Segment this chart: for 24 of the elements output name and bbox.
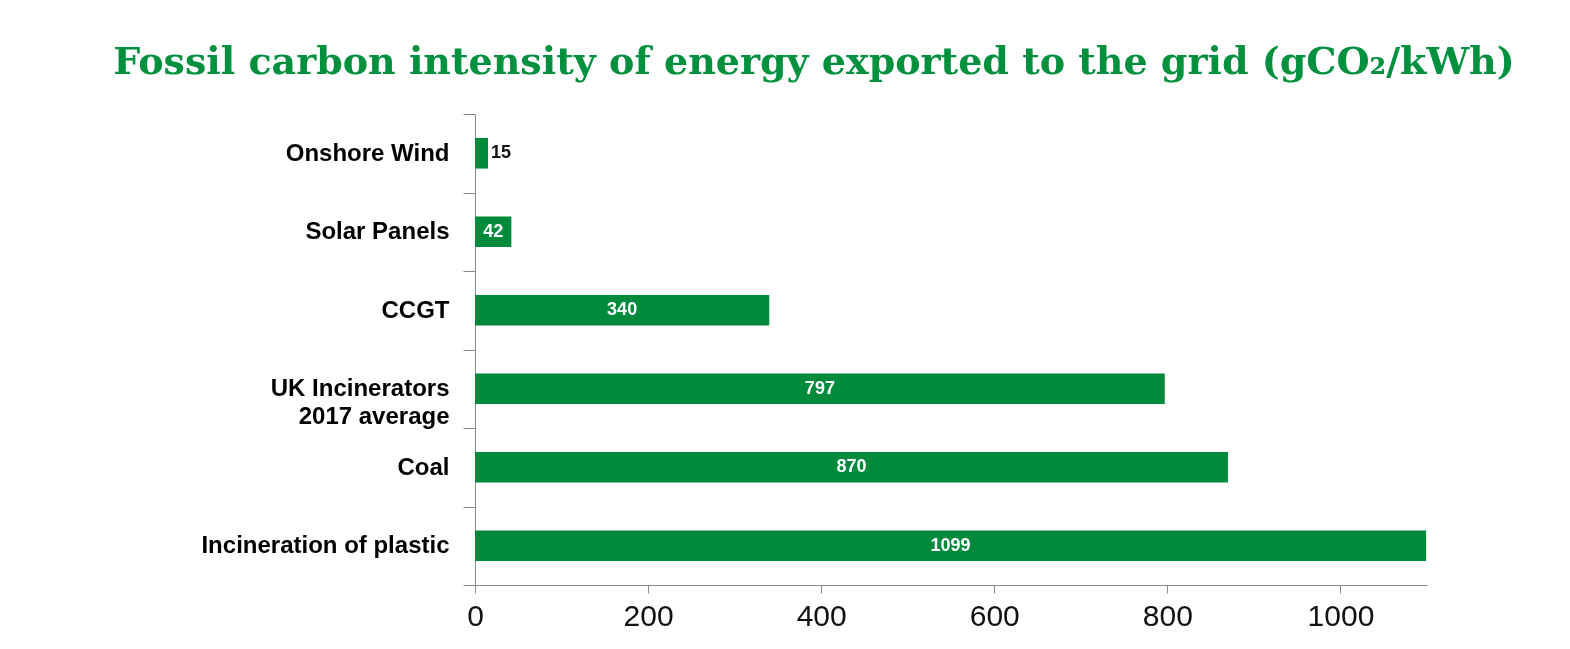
y-tick-label: Incineration of plastic [201, 531, 450, 559]
x-tick-label: 1000 [1307, 598, 1375, 632]
y-tick-label: Coal [397, 452, 450, 480]
x-tick-label: 800 [1142, 598, 1193, 632]
data-label: 15 [490, 142, 512, 163]
y-tick-label: UK Incinerators 2017 average [270, 374, 450, 430]
data-label: 1099 [930, 534, 971, 555]
bar [475, 373, 1165, 405]
x-tick-label: 200 [623, 598, 674, 632]
bar [475, 294, 770, 326]
bar [475, 137, 488, 169]
x-tick-label: 600 [969, 598, 1020, 632]
x-tick-label: 400 [796, 598, 847, 632]
y-tick-label: CCGT [381, 295, 450, 323]
data-label: 42 [483, 220, 504, 241]
data-label: 340 [607, 299, 638, 320]
x-tick-label: 0 [467, 598, 484, 632]
data-label: 870 [836, 456, 867, 477]
y-tick-label: Onshore Wind [285, 138, 450, 166]
data-label: 797 [804, 377, 835, 398]
chart-title: Fossil carbon intensity of energy exported to the grid (gCO₂/kWh) [113, 38, 1515, 83]
bar [475, 530, 1427, 562]
bar [475, 451, 1228, 483]
y-tick-label: Solar Panels [305, 217, 450, 245]
